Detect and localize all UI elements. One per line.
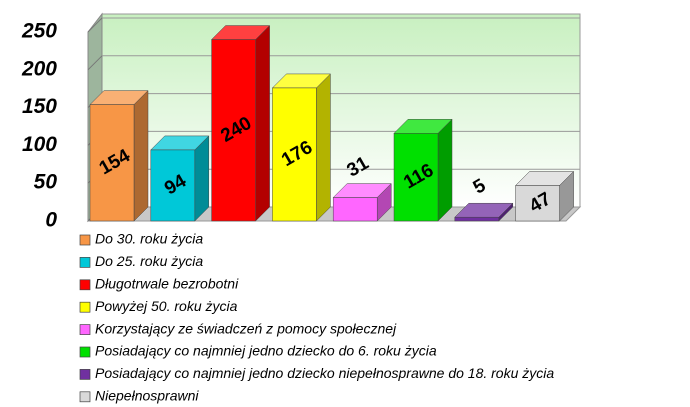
bar xyxy=(89,104,135,222)
legend-swatch xyxy=(79,346,91,358)
legend-label: Posiadający co najmniej jedno dziecko do… xyxy=(95,343,437,359)
bar-side xyxy=(316,73,331,222)
legend-swatch xyxy=(79,279,91,291)
bar-side xyxy=(194,135,210,222)
legend-label: Do 25. roku życia xyxy=(95,253,203,269)
grid-line xyxy=(87,55,103,71)
y-tick-label: 150 xyxy=(22,95,57,118)
bar xyxy=(454,216,500,222)
grid-line xyxy=(87,17,103,33)
bar-side xyxy=(133,89,149,222)
legend-label: Posiadający co najmniej jedno dziecko ni… xyxy=(95,365,554,381)
legend-swatch xyxy=(79,324,91,335)
bar-side xyxy=(437,118,453,222)
y-tick-label: 250 xyxy=(21,20,57,43)
legend-label: Korzystający ze świadczeń z pomocy społe… xyxy=(95,320,397,336)
legend-swatch xyxy=(79,301,91,313)
legend-swatch xyxy=(79,391,91,403)
bar xyxy=(211,39,256,222)
y-tick-label: 200 xyxy=(21,57,57,80)
y-tick-label: 50 xyxy=(34,171,58,194)
bar xyxy=(332,197,378,222)
legend-label: Powyżej 50. roku życia xyxy=(95,298,238,314)
legend-swatch xyxy=(79,369,91,380)
legend-swatch xyxy=(79,257,91,268)
y-tick-label: 0 xyxy=(45,209,57,232)
y-tick-label: 100 xyxy=(22,133,57,156)
bar-side xyxy=(255,24,270,222)
legend-label: Do 30. roku życia xyxy=(95,231,203,247)
legend-label: Niepełnosprawni xyxy=(95,388,199,404)
legend-swatch xyxy=(79,234,91,246)
bar xyxy=(515,185,560,222)
legend-label: Długotrwale bezrobotni xyxy=(95,276,239,292)
bar xyxy=(150,149,196,222)
bar xyxy=(272,87,317,222)
bar xyxy=(393,133,439,222)
